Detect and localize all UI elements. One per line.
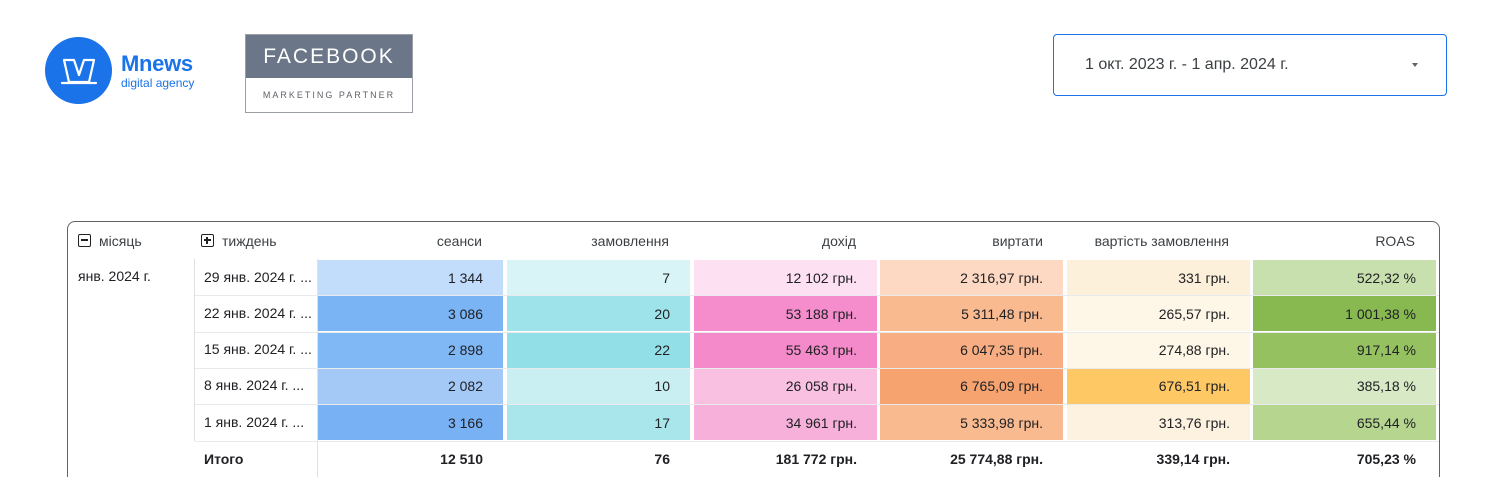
header-order-cost[interactable]: вартість замовлення — [1094, 232, 1229, 249]
revenue-cell: 26 058 грн. — [694, 368, 877, 404]
chevron-down-icon[interactable] — [1412, 63, 1418, 67]
sessions-cell: 3 166 — [318, 405, 503, 441]
roas-cell: 385,18 % — [1253, 368, 1436, 404]
week-cell: 29 янв. 2024 г. ... — [204, 268, 312, 285]
row-divider — [195, 331, 1439, 333]
sessions-cell: 2 898 — [318, 332, 503, 368]
collapse-icon[interactable] — [78, 234, 91, 247]
revenue-cell: 12 102 грн. — [694, 260, 877, 295]
row-divider — [195, 404, 1439, 406]
mnews-logo-icon — [45, 37, 112, 104]
orders-cell: 10 — [507, 368, 690, 404]
week-cell: 8 янв. 2024 г. ... — [204, 377, 305, 394]
header-sessions[interactable]: сеанси — [436, 232, 482, 249]
mnews-brand-tagline: digital agency — [121, 75, 195, 90]
order-cost-cell: 331 грн. — [1067, 260, 1250, 295]
costs-cell: 6 765,09 грн. — [880, 368, 1063, 404]
roas-cell: 917,14 % — [1253, 332, 1436, 368]
header-orders[interactable]: замовлення — [591, 232, 669, 249]
header-week-label: тиждень — [222, 232, 277, 249]
order-cost-cell: 274,88 грн. — [1067, 332, 1250, 368]
orders-cell: 20 — [507, 296, 690, 332]
sessions-cell: 2 082 — [318, 368, 503, 404]
roas-cell: 1 001,38 % — [1253, 296, 1436, 332]
order-cost-cell: 676,51 грн. — [1067, 368, 1250, 404]
orders-cell: 17 — [507, 405, 690, 441]
date-range-picker[interactable]: 1 окт. 2023 г. - 1 апр. 2024 г. — [1053, 34, 1447, 96]
header-month[interactable]: місяць — [78, 222, 195, 259]
order-cost-cell: 313,76 грн. — [1067, 405, 1250, 441]
month-cell: янв. 2024 г. — [68, 259, 195, 441]
revenue-cell: 34 961 грн. — [694, 405, 877, 441]
expand-icon[interactable] — [201, 234, 214, 247]
roas-cell: 655,44 % — [1253, 405, 1436, 441]
sessions-cell: 3 086 — [318, 296, 503, 332]
total-order-cost: 339,14 грн. — [1156, 451, 1230, 467]
pivot-table: місяць тиждень сеанси замовлення дохід в… — [67, 221, 1440, 477]
date-range-value: 1 окт. 2023 г. - 1 апр. 2024 г. — [1085, 56, 1289, 73]
total-orders: 76 — [654, 451, 670, 467]
orders-cell: 22 — [507, 332, 690, 368]
revenue-cell: 55 463 грн. — [694, 332, 877, 368]
header-revenue[interactable]: дохід — [821, 232, 856, 249]
row-divider — [195, 440, 1439, 442]
total-costs: 25 774,88 грн. — [950, 451, 1043, 467]
row-divider — [195, 367, 1439, 369]
row-divider — [195, 295, 1439, 297]
revenue-cell: 53 188 грн. — [694, 296, 877, 332]
costs-cell: 5 311,48 грн. — [880, 296, 1063, 332]
costs-cell: 5 333,98 грн. — [880, 405, 1063, 441]
total-label: Итого — [204, 451, 244, 467]
costs-cell: 2 316,97 грн. — [880, 260, 1063, 295]
total-sessions: 12 510 — [440, 451, 483, 467]
facebook-badge-subtitle: MARKETING PARTNER — [262, 90, 396, 100]
week-cell: 1 янв. 2024 г. ... — [204, 413, 305, 430]
facebook-badge-title: FACEBOOK — [246, 35, 412, 78]
mnews-brand-name: Mnews — [121, 50, 193, 76]
header-week[interactable]: тиждень — [201, 222, 318, 259]
sessions-cell: 1 344 — [318, 260, 503, 295]
order-cost-cell: 265,57 грн. — [1067, 296, 1250, 332]
roas-cell: 522,32 % — [1253, 260, 1436, 295]
header-month-label: місяць — [99, 232, 142, 249]
facebook-partner-badge: FACEBOOK MARKETING PARTNER — [245, 34, 413, 113]
mnews-logo: Mnews digital agency — [45, 37, 194, 104]
week-cell: 22 янв. 2024 г. ... — [204, 304, 312, 321]
week-cell: 15 янв. 2024 г. ... — [204, 341, 312, 358]
orders-cell: 7 — [507, 260, 690, 295]
header-costs[interactable]: виртати — [992, 232, 1043, 249]
costs-cell: 6 047,35 грн. — [880, 332, 1063, 368]
header-roas[interactable]: ROAS — [1375, 232, 1415, 249]
total-roas: 705,23 % — [1356, 451, 1416, 467]
total-revenue: 181 772 грн. — [775, 451, 857, 467]
